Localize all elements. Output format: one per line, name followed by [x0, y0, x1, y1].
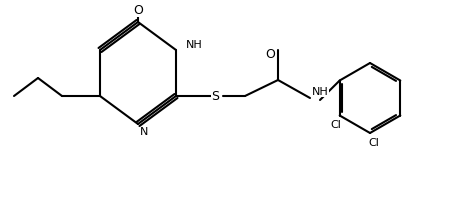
- Text: NH: NH: [186, 40, 203, 50]
- Text: Cl: Cl: [369, 138, 379, 148]
- Text: O: O: [265, 48, 275, 61]
- Text: Cl: Cl: [330, 121, 341, 130]
- Text: NH: NH: [312, 87, 329, 97]
- Text: O: O: [133, 4, 143, 16]
- Text: N: N: [140, 127, 148, 137]
- Text: S: S: [211, 89, 219, 103]
